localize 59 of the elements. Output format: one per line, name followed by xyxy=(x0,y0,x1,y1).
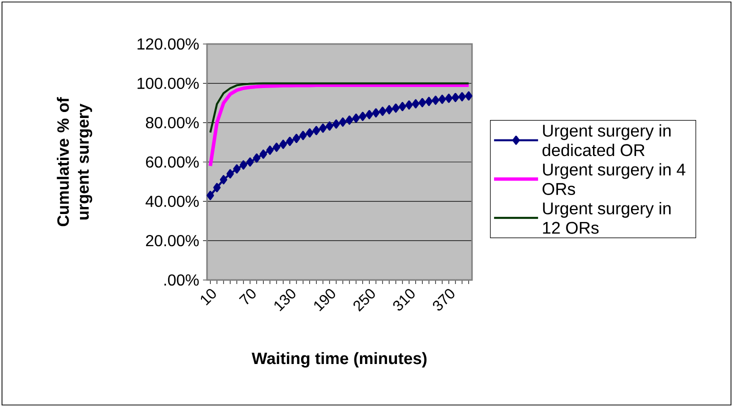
point xyxy=(386,105,393,114)
x-tick-label: 190 xyxy=(314,289,336,312)
point xyxy=(272,142,280,152)
point xyxy=(286,136,294,146)
point xyxy=(299,130,307,140)
point xyxy=(352,114,360,123)
point xyxy=(233,164,241,174)
point xyxy=(452,92,460,102)
point xyxy=(458,92,466,102)
point xyxy=(425,96,433,106)
y-axis-title: Cumulative % of urgent surgery xyxy=(56,97,92,226)
point xyxy=(292,134,300,143)
y-tick-label: 20.00% xyxy=(146,235,199,246)
point xyxy=(312,126,320,136)
point xyxy=(332,119,340,129)
point xyxy=(412,99,420,108)
y-tick-label: 100.00% xyxy=(138,78,199,89)
x-tick-label: 370 xyxy=(432,289,454,311)
point xyxy=(346,116,354,125)
y-tick-label: 80.00% xyxy=(146,117,199,128)
point xyxy=(213,182,221,192)
y-tick-label: .00% xyxy=(164,274,199,286)
point xyxy=(326,121,334,131)
point xyxy=(226,169,234,178)
point xyxy=(319,124,327,133)
x-tick-label: 310 xyxy=(393,289,415,311)
point xyxy=(378,106,386,116)
y-tick-label: 60.00% xyxy=(146,156,199,168)
point xyxy=(339,117,347,127)
point xyxy=(266,146,274,155)
y-tick-label: 40.00% xyxy=(146,196,199,207)
legend-label: Urgent surgery in 4 ORs xyxy=(542,163,686,196)
point xyxy=(418,98,426,108)
x-tick-label: 130 xyxy=(274,289,296,312)
point xyxy=(432,96,440,105)
x-axis-title: Waiting time (minutes) xyxy=(252,352,427,368)
point xyxy=(280,140,287,149)
point xyxy=(465,91,472,101)
legend-label: Urgent surgery in 12 ORs xyxy=(543,202,671,234)
x-tick-label: 250 xyxy=(354,289,375,312)
point xyxy=(405,100,413,110)
y-tick-label: 120.00% xyxy=(138,38,199,50)
point xyxy=(253,153,260,163)
x-tick-label: 10 xyxy=(200,289,216,306)
point xyxy=(240,160,248,170)
point xyxy=(392,104,400,113)
point xyxy=(372,108,380,118)
point xyxy=(366,110,374,120)
point xyxy=(260,150,268,159)
legend-label: Urgent surgery in dedicated OR xyxy=(542,124,671,156)
point xyxy=(206,190,214,200)
point xyxy=(359,112,366,121)
point xyxy=(445,94,453,103)
point xyxy=(398,102,406,112)
point xyxy=(246,157,254,167)
x-tick-label: 70 xyxy=(238,289,256,304)
point xyxy=(438,94,446,104)
point xyxy=(306,128,314,138)
point xyxy=(220,175,228,184)
